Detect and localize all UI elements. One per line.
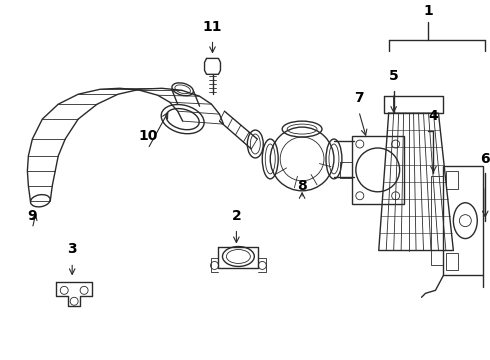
Text: 6: 6	[480, 152, 490, 166]
Text: 8: 8	[297, 179, 307, 193]
Bar	[446, 252, 458, 270]
Bar	[446, 171, 458, 189]
Text: 9: 9	[27, 209, 37, 222]
Text: 3: 3	[67, 243, 77, 256]
Text: 4: 4	[429, 109, 439, 123]
Text: 11: 11	[203, 19, 222, 33]
Bar	[443, 166, 483, 275]
Text: 5: 5	[389, 69, 398, 83]
Text: 10: 10	[138, 129, 157, 143]
Text: 7: 7	[354, 91, 364, 105]
Text: 1: 1	[424, 4, 433, 18]
Text: 2: 2	[231, 209, 241, 222]
Bar	[352, 136, 404, 204]
